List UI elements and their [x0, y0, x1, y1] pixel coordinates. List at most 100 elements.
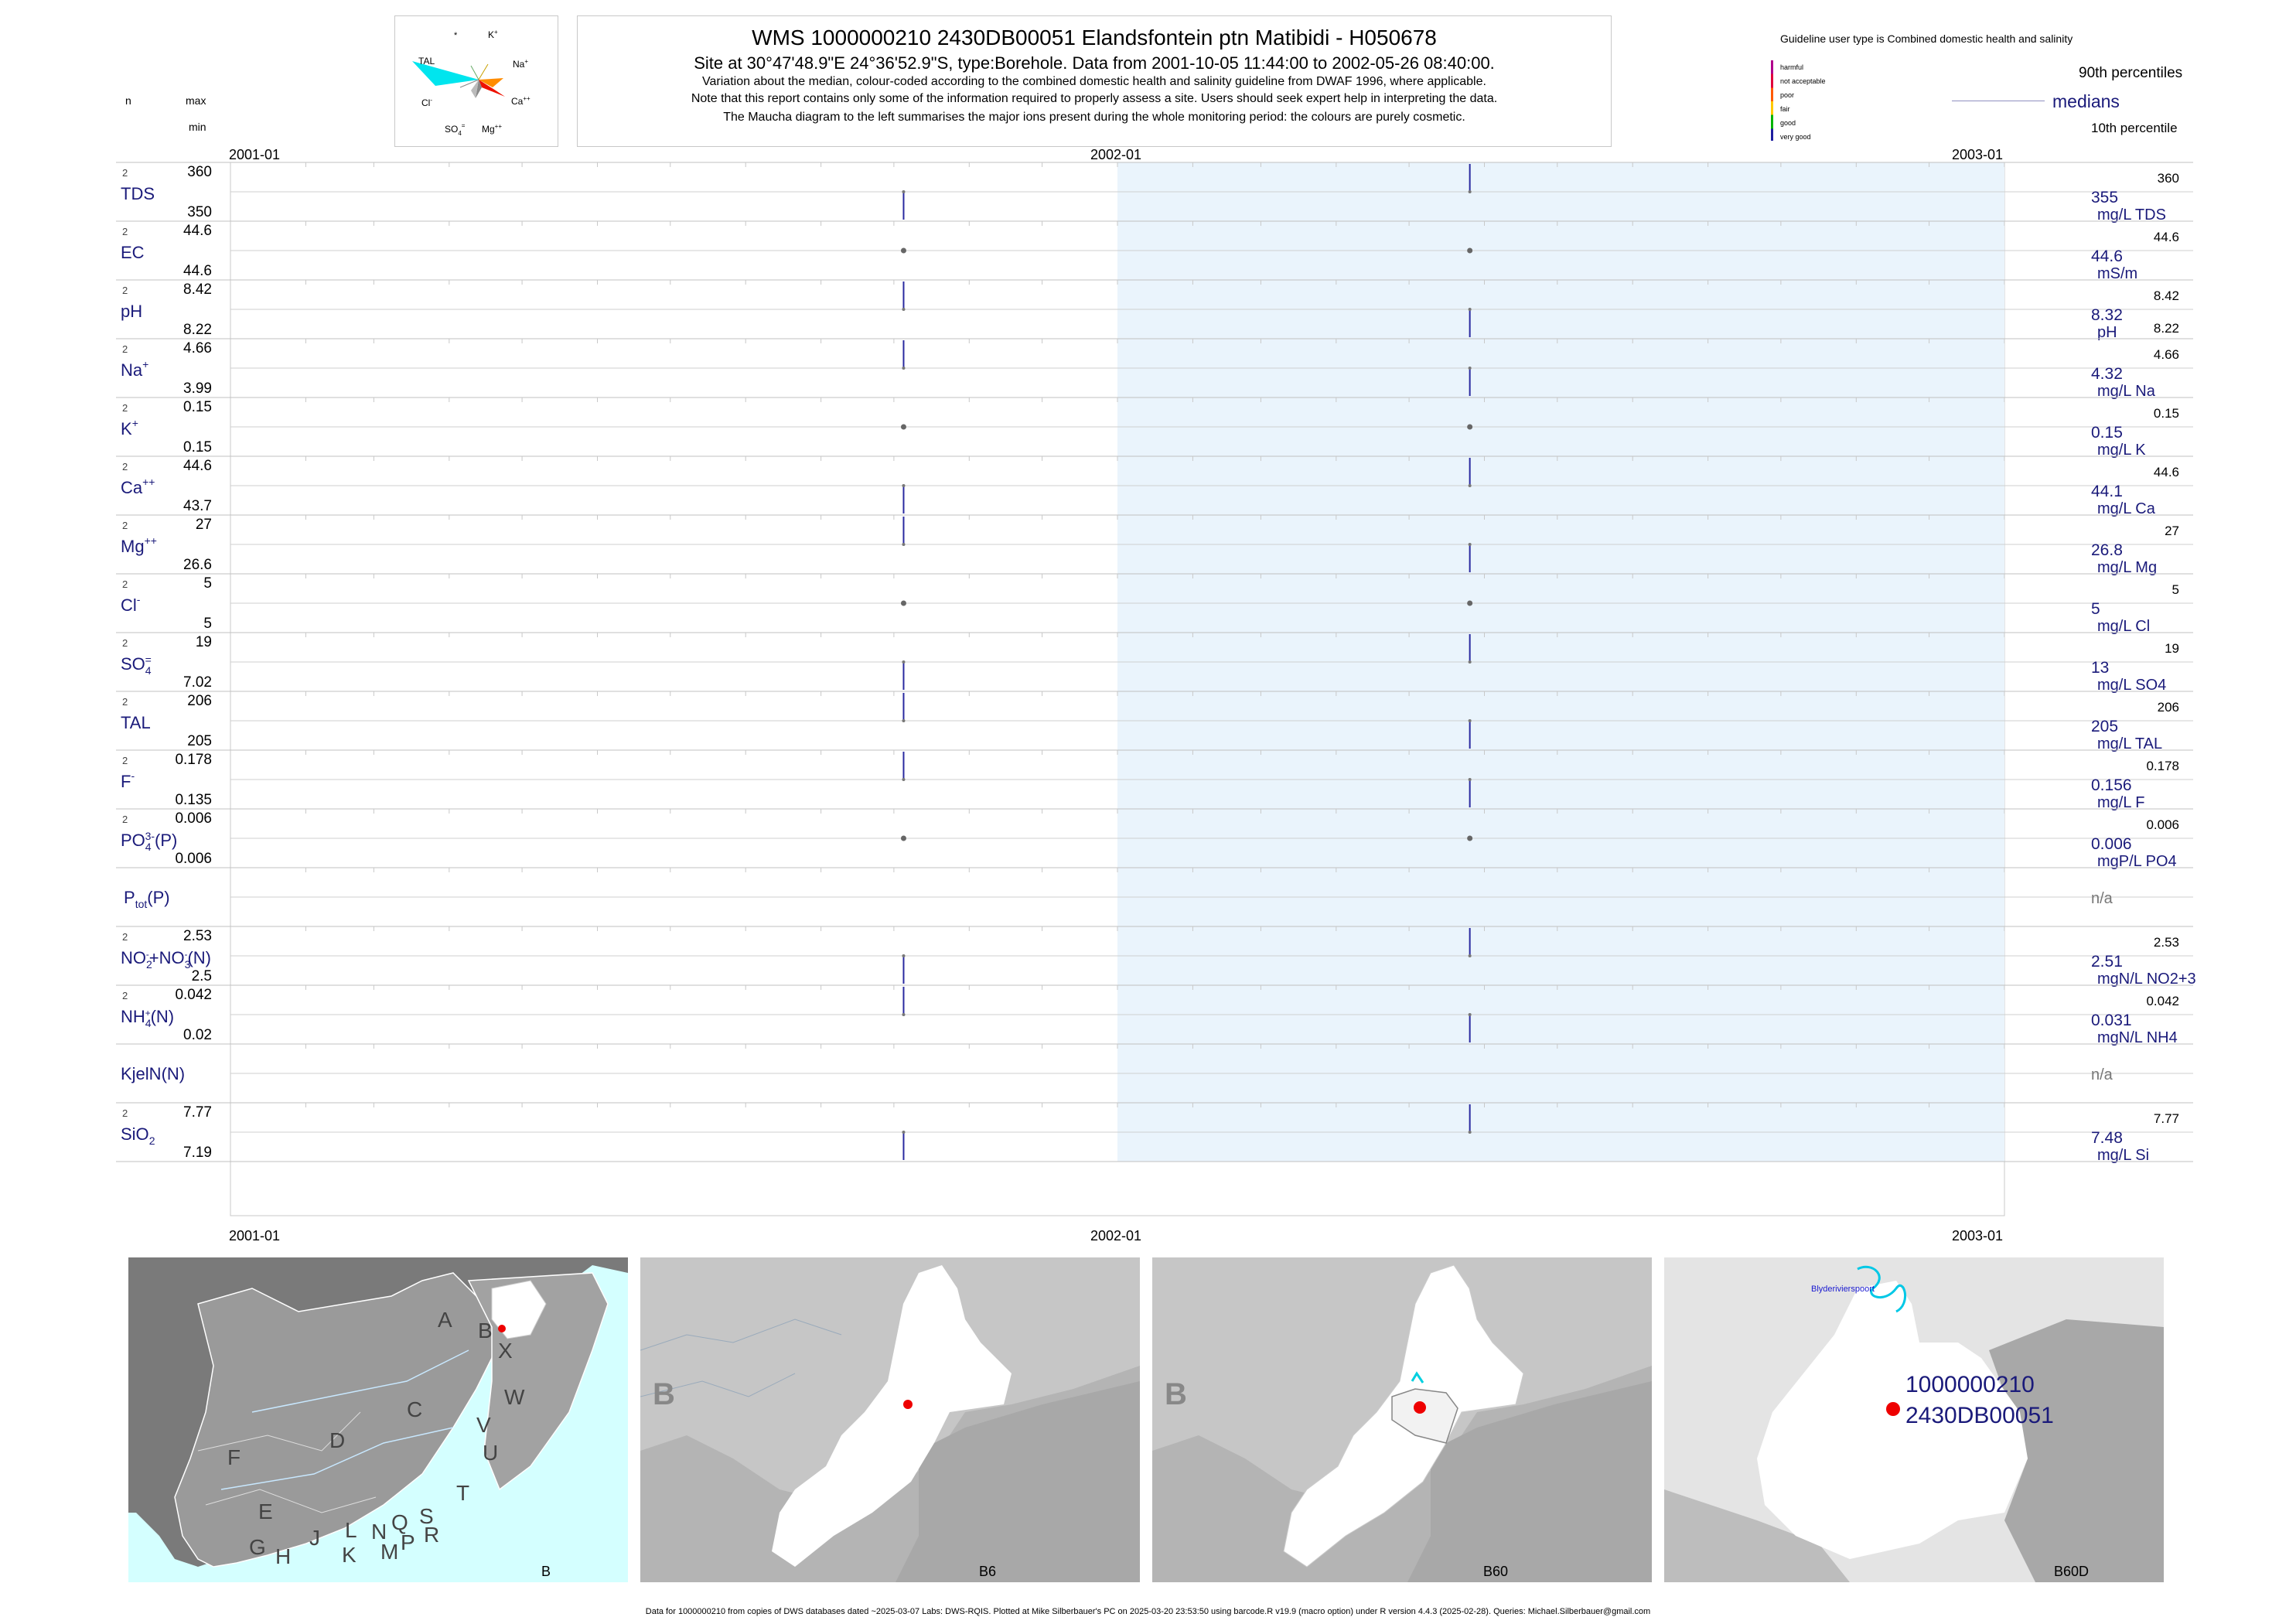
map-letter-b: B — [478, 1319, 493, 1343]
param-label: pH — [121, 302, 142, 321]
median-na: n/a — [2091, 1066, 2113, 1083]
row-max: 44.6 — [183, 458, 212, 474]
maucha-label-na: Na+ — [513, 58, 528, 70]
header-min: min — [189, 121, 206, 133]
map-caption-b6: B6 — [979, 1564, 996, 1579]
unit-label: mS/m — [2097, 265, 2137, 282]
unit-label: mg/L F — [2097, 794, 2145, 811]
row-max: 5 — [203, 575, 212, 592]
param-label-po4: PO43-(P) — [121, 830, 177, 853]
map-site-id-1: 1000000210 — [1905, 1372, 2035, 1397]
maucha-na-wedge — [479, 78, 503, 87]
sample-count: 2 — [122, 696, 128, 708]
p90-value: 5 — [2172, 582, 2179, 597]
sample-point — [1467, 424, 1473, 430]
site-marker-b60d — [1886, 1402, 1900, 1416]
param-label-sio2: SiO2 — [121, 1124, 155, 1147]
site-subtitle: Site at 30°47'48.9"E 24°36'52.9"S, type:… — [694, 53, 1495, 73]
row-min: 0.135 — [175, 792, 212, 808]
map-letter-j: J — [309, 1526, 320, 1550]
legend-very-good: very good — [1780, 133, 1811, 141]
median-value: 13 — [2091, 659, 2109, 677]
sample-point — [1467, 835, 1473, 841]
legend-good: good — [1780, 119, 1796, 127]
p90-value: 27 — [2165, 524, 2179, 538]
p90-value: 7.77 — [2154, 1111, 2179, 1126]
median-value: 205 — [2091, 718, 2118, 735]
sample-point — [900, 424, 906, 430]
median-value: 5 — [2091, 600, 2100, 618]
sample-count: 2 — [122, 990, 128, 1001]
note-line-2: Note that this report contains only some… — [691, 92, 1498, 105]
param-label-nh4: NH4+(N) — [121, 1007, 174, 1029]
param-label: Cl- — [121, 593, 141, 615]
sample-median-dot — [902, 719, 906, 722]
unit-label: mg/L Mg — [2097, 559, 2157, 576]
map-b60: B B60 — [1152, 1257, 1652, 1582]
sample-median-dot — [902, 660, 906, 664]
median-value: 0.156 — [2091, 776, 2132, 794]
barcode-chart: 2001-01 2001-01 2002-01 2002-01 2003-01 2003-… — [116, 147, 2196, 1244]
maucha-label-star: * — [454, 31, 458, 40]
sample-count: 2 — [122, 637, 128, 649]
row-min: 43.7 — [183, 498, 212, 514]
p90-value: 0.006 — [2146, 817, 2179, 832]
map-letter-x: X — [498, 1339, 513, 1363]
row-max: 206 — [187, 693, 212, 709]
x-tick-bottom: 2001-01 — [229, 1228, 280, 1244]
unit-label: mg/L K — [2097, 442, 2146, 459]
median-value: 355 — [2091, 189, 2118, 206]
guideline-legend: harmful not acceptable poor fair good ve… — [1771, 60, 1926, 145]
map-b6: B B6 — [640, 1257, 1140, 1582]
x-tick-bottom: 2003-01 — [1952, 1228, 2003, 1244]
row-max: 0.15 — [183, 399, 212, 415]
param-label: TAL — [121, 713, 151, 732]
page-title: WMS 1000000210 2430DB00051 Elandsfontein… — [752, 26, 1437, 49]
param-label: KjelN(N) — [121, 1064, 185, 1083]
map-letter-n: N — [371, 1520, 387, 1544]
row-min: 44.6 — [183, 263, 212, 279]
sample-median-dot — [902, 190, 906, 193]
median-value: 7.48 — [2091, 1129, 2123, 1147]
sample-count: 2 — [122, 226, 128, 237]
map-letter-q: Q — [391, 1510, 408, 1534]
sample-median-dot — [902, 484, 906, 487]
p90-value: 0.15 — [2154, 406, 2179, 421]
maucha-diagram: * K+ TAL Na+ Cl- Ca++ SO4= Mg++ — [394, 15, 558, 147]
row-min: 0.006 — [175, 851, 212, 867]
median-value: 2.51 — [2091, 953, 2123, 971]
p90-value: 19 — [2165, 641, 2179, 656]
header-n: n — [125, 94, 131, 107]
note-line-3: The Maucha diagram to the left summarise… — [723, 111, 1465, 124]
sample-median-dot — [1468, 1013, 1472, 1016]
map-letter-g: G — [249, 1535, 266, 1559]
map-letter-u: U — [483, 1441, 498, 1465]
map-letter-m: M — [380, 1540, 398, 1564]
sample-point — [900, 835, 906, 841]
p90-value: 0.178 — [2146, 759, 2179, 773]
maucha-label-cl: Cl- — [421, 97, 432, 108]
param-label: Ca++ — [121, 476, 155, 497]
row-min: 350 — [187, 204, 212, 220]
unit-label: mg/L SO4 — [2097, 677, 2166, 694]
map-b60d: Blyderivierspoort 1000000210 2430DB00051… — [1664, 1257, 2164, 1582]
map-letter-s: S — [419, 1504, 434, 1528]
map-b6-svg: B B6 — [640, 1257, 1140, 1582]
sample-median-dot — [1468, 954, 1472, 957]
map-caption-b60d: B60D — [2054, 1564, 2089, 1579]
map-b60-svg: B B60 — [1152, 1257, 1652, 1582]
sample-median-dot — [902, 308, 906, 311]
sample-median-dot — [1468, 484, 1472, 487]
p10-value: 8.22 — [2154, 321, 2179, 336]
x-tick-top: 2002-01 — [1090, 147, 1141, 162]
p90-value: 44.6 — [2154, 230, 2179, 244]
sample-median-dot — [902, 543, 906, 546]
footer-credits: Data for 1000000210 from copies of DWS d… — [645, 1607, 1651, 1616]
maucha-tal-wedge — [412, 61, 479, 86]
unit-label: mgN/L NH4 — [2097, 1029, 2178, 1046]
x-tick-bottom: 2002-01 — [1090, 1228, 1141, 1244]
maucha-mg-wedge — [476, 80, 482, 98]
maucha-svg: * K+ TAL Na+ Cl- Ca++ SO4= Mg++ — [412, 29, 531, 137]
sample-median-dot — [1468, 190, 1472, 193]
sample-median-dot — [1468, 543, 1472, 546]
